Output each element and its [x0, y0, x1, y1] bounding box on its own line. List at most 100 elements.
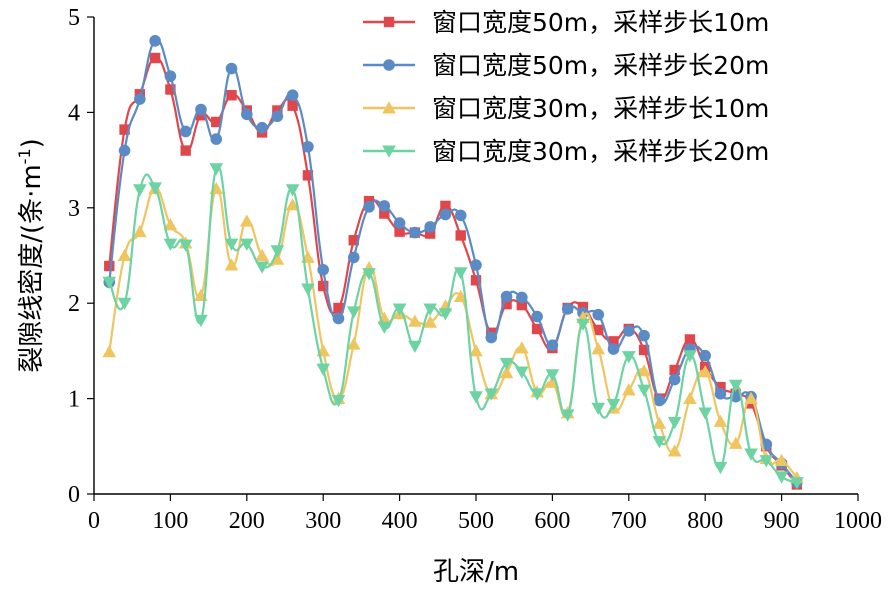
data-point	[226, 90, 237, 101]
data-point	[607, 343, 620, 355]
data-point	[438, 308, 453, 321]
data-point	[439, 208, 452, 221]
data-point	[210, 133, 223, 145]
data-point	[240, 214, 254, 227]
data-point	[561, 303, 574, 315]
y-axis-title-superscript: -1	[15, 148, 34, 164]
data-point	[163, 238, 178, 251]
data-point	[728, 379, 743, 393]
x-ticks: 0 100 200 300 400 500 600 700 800 900 1000	[88, 494, 882, 534]
y-tick-label: 5	[68, 5, 80, 31]
y-tick-label: 2	[68, 291, 80, 317]
data-point	[409, 226, 421, 239]
data-point	[683, 391, 697, 405]
data-point	[286, 89, 299, 102]
data-point	[133, 224, 147, 238]
data-point	[302, 140, 314, 153]
data-point	[423, 303, 437, 316]
x-tick-label: 100	[152, 508, 188, 534]
data-point	[164, 70, 177, 82]
data-point	[178, 239, 193, 252]
data-point	[241, 108, 253, 121]
data-point	[285, 198, 300, 211]
x-tick-label: 1000	[834, 508, 882, 534]
legend: 窗口宽度50m，采样步长10m 窗口宽度50m，采样步长20m 窗口宽度30m，采样…	[363, 8, 769, 166]
data-point	[774, 471, 789, 484]
x-tick-label: 300	[305, 508, 341, 534]
data-point	[638, 344, 650, 356]
y-axis-title: 裂隙线密度/(条·m-1)	[15, 138, 47, 373]
data-point	[346, 337, 361, 350]
data-point	[440, 200, 451, 212]
data-point	[546, 339, 559, 351]
y-tick-label: 3	[68, 196, 80, 222]
data-point	[318, 280, 329, 292]
data-point	[211, 116, 222, 128]
data-point	[667, 417, 682, 430]
data-point	[516, 299, 528, 311]
data-point	[713, 461, 728, 475]
data-point	[638, 329, 650, 342]
data-point	[637, 364, 651, 377]
x-tick-label: 700	[611, 508, 647, 534]
data-point	[363, 201, 375, 213]
data-point	[470, 275, 482, 286]
data-point	[714, 388, 727, 400]
data-point	[148, 182, 162, 195]
data-point	[668, 373, 681, 386]
data-point	[485, 331, 498, 344]
data-point	[591, 342, 606, 355]
y-ticks: 0 1 2 3 4 5	[68, 5, 94, 508]
data-point	[102, 345, 117, 358]
legend-label: 窗口宽度50m，采样步长20m	[432, 51, 769, 80]
data-point	[301, 283, 315, 296]
data-point	[256, 121, 268, 134]
data-point	[408, 340, 422, 353]
legend-marker	[382, 145, 396, 158]
data-point	[455, 230, 466, 241]
data-point	[102, 276, 117, 290]
data-point	[469, 344, 483, 357]
data-point	[271, 110, 284, 123]
data-point	[255, 248, 269, 261]
y-tick-label: 4	[68, 100, 80, 126]
data-point	[224, 258, 239, 271]
data-point	[104, 260, 115, 272]
data-point	[377, 321, 392, 334]
data-point	[453, 267, 468, 280]
data-point	[209, 181, 224, 195]
data-point	[744, 391, 758, 405]
data-point	[684, 334, 696, 345]
data-point	[362, 268, 376, 281]
legend-item: 窗口宽度30m，采样步长20m	[363, 137, 769, 166]
data-point	[240, 238, 254, 251]
data-point	[591, 402, 606, 415]
x-tick-label: 900	[764, 508, 800, 534]
data-point	[744, 448, 758, 461]
data-point	[316, 363, 330, 376]
data-point	[302, 170, 314, 181]
data-point	[576, 318, 590, 331]
data-point	[759, 455, 774, 468]
data-point	[774, 453, 789, 467]
data-point	[163, 218, 178, 231]
data-point	[623, 325, 635, 337]
data-point	[392, 303, 407, 316]
data-point	[593, 324, 604, 336]
data-point	[194, 314, 208, 328]
data-point	[515, 366, 529, 379]
data-point	[165, 84, 176, 95]
data-point	[317, 264, 330, 276]
legend-marker	[383, 16, 395, 28]
data-point	[715, 381, 726, 393]
data-point	[424, 228, 436, 239]
data-point	[606, 398, 621, 412]
data-point	[423, 315, 437, 328]
data-point	[499, 366, 514, 379]
data-point	[346, 306, 361, 319]
series-line	[108, 187, 798, 479]
data-point	[531, 310, 543, 323]
data-point	[560, 409, 575, 422]
